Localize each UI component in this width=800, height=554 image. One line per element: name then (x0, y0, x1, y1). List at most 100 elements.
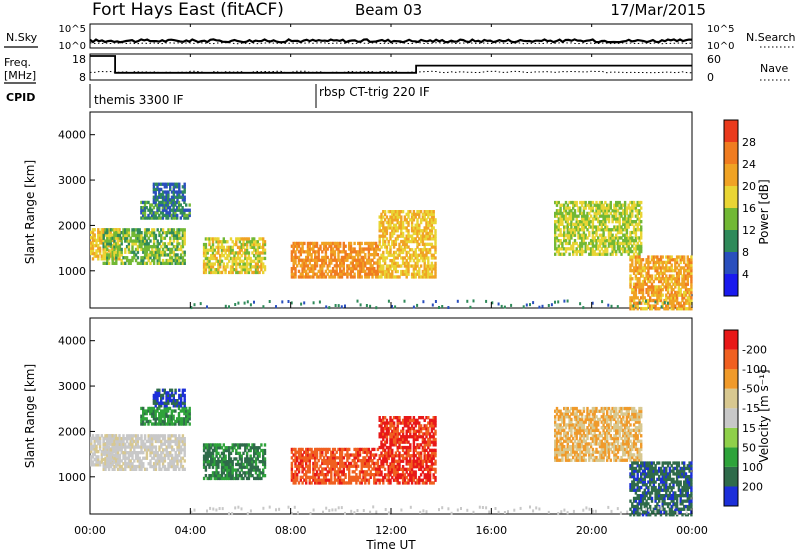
velocity-echo-cell (165, 409, 168, 413)
velocity-echo-cell (90, 444, 93, 448)
power-echo-cell (572, 233, 575, 237)
power-echo-cell (215, 251, 218, 255)
power-echo-cell (638, 217, 641, 221)
power-echo-cell (245, 265, 249, 269)
power-echo-cell (421, 229, 425, 233)
power-echo-cell (154, 182, 157, 186)
power-echo-cell (634, 288, 638, 292)
power-echo-cell (654, 293, 657, 297)
power-echo-cell (652, 290, 655, 295)
velocity-echo-cell (333, 456, 337, 460)
velocity-echo-cell (118, 453, 122, 458)
power-echo-cell (604, 222, 607, 226)
noise-right-tick-lo: 10^0 (707, 41, 734, 52)
velocity-echo-cell (312, 464, 315, 468)
power-echo-cell (659, 277, 663, 281)
velocity-echo-cell (170, 448, 174, 452)
power-echo-cell (174, 190, 177, 194)
power-echo-cell (387, 250, 390, 255)
power-echo-cell (342, 258, 345, 262)
power-echo-cell (172, 198, 175, 202)
power-echo-cell (602, 239, 605, 243)
power-echo-cell (358, 250, 362, 254)
power-echo-cell (247, 251, 251, 255)
power-echo-cell (133, 239, 136, 243)
power-echo-cell (176, 216, 179, 220)
power-echo-cell (380, 229, 383, 233)
power-echo-cell (640, 211, 643, 216)
power-echo-cell (625, 249, 629, 254)
power-echo-cell (649, 296, 652, 300)
power-echo-cell (593, 217, 596, 221)
power-echo-cell (378, 237, 381, 241)
velocity-echo-cell (360, 481, 363, 485)
power-echo-cell (251, 251, 254, 255)
velocity-echo-cell (188, 409, 191, 413)
velocity-echo-cell (380, 462, 383, 466)
power-echo-cell (554, 252, 557, 256)
power-echo-cell (183, 250, 186, 254)
power-echo-cell (414, 264, 417, 268)
power-echo-cell (305, 261, 308, 265)
power-echo-cell (555, 249, 559, 254)
velocity-echo-cell (315, 481, 319, 485)
velocity-echo-cell (131, 467, 134, 471)
velocity-echo-cell (129, 445, 132, 449)
power-echo-cell (573, 249, 577, 254)
velocity-echo-cell (158, 437, 161, 441)
velocity-echo-cell (213, 457, 216, 461)
power-echo-cell (340, 255, 344, 260)
power-echo-cell (91, 244, 95, 248)
velocity-echo-cell (263, 465, 267, 469)
velocity-echo-cell (364, 470, 367, 474)
velocity-echo-cell (369, 459, 372, 463)
power-echo-cell (674, 266, 677, 270)
power-echo-cell (634, 266, 638, 270)
power-echo-cell (364, 272, 367, 276)
power-echo-cell (557, 239, 560, 243)
velocity-echo-cell (170, 462, 174, 466)
power-echo-cell (256, 242, 259, 247)
velocity-echo-cell (172, 414, 175, 418)
power-echo-cell (677, 288, 681, 292)
velocity-echo-cell (147, 434, 150, 438)
velocity-echo-cell (349, 478, 353, 482)
velocity-echo-cell (156, 396, 159, 400)
power-echo-cell (91, 233, 95, 237)
velocity-echoes (90, 388, 693, 517)
power-echo-cell (398, 226, 401, 230)
velocity-echo-cell (314, 464, 317, 468)
velocity-echo-cell (256, 465, 259, 469)
velocity-echo-cell (337, 456, 340, 460)
power-echo-cell (178, 193, 181, 197)
velocity-echo-cell (236, 462, 240, 467)
power-echo-cell (256, 259, 259, 263)
velocity-echo-cell (249, 468, 252, 472)
power-echo-cell (163, 250, 167, 254)
power-echo-cell (389, 264, 392, 268)
power-echo-cell (623, 233, 627, 237)
power-echo-cell (314, 261, 317, 265)
velocity-echo-cell (154, 399, 157, 403)
power-echo-cell (577, 214, 580, 218)
power-echo-cell (152, 242, 156, 246)
velocity-echo-cell (348, 464, 351, 468)
power-echo-cell (557, 252, 560, 256)
velocity-echo-cell (254, 460, 258, 464)
velocity-echo-cell (116, 451, 120, 455)
power-echo-cell (609, 239, 612, 243)
power-echo-cell (122, 228, 125, 232)
velocity-echo-cell (186, 414, 190, 418)
velocity-echo-cell (178, 393, 181, 398)
velocity-echo-cell (253, 448, 256, 453)
power-echo-cell (410, 215, 414, 219)
velocity-echo-cell (206, 457, 209, 461)
freq-label-2: [MHz] (4, 69, 36, 82)
velocity-echo-cell (217, 460, 220, 464)
power-echo-cell (183, 211, 186, 215)
power-echo-cell (683, 277, 686, 281)
power-echo-cell (383, 229, 387, 233)
power-echo-cell (658, 296, 661, 300)
velocity-echo-cell (333, 447, 337, 452)
power-echo-cell (183, 216, 186, 220)
